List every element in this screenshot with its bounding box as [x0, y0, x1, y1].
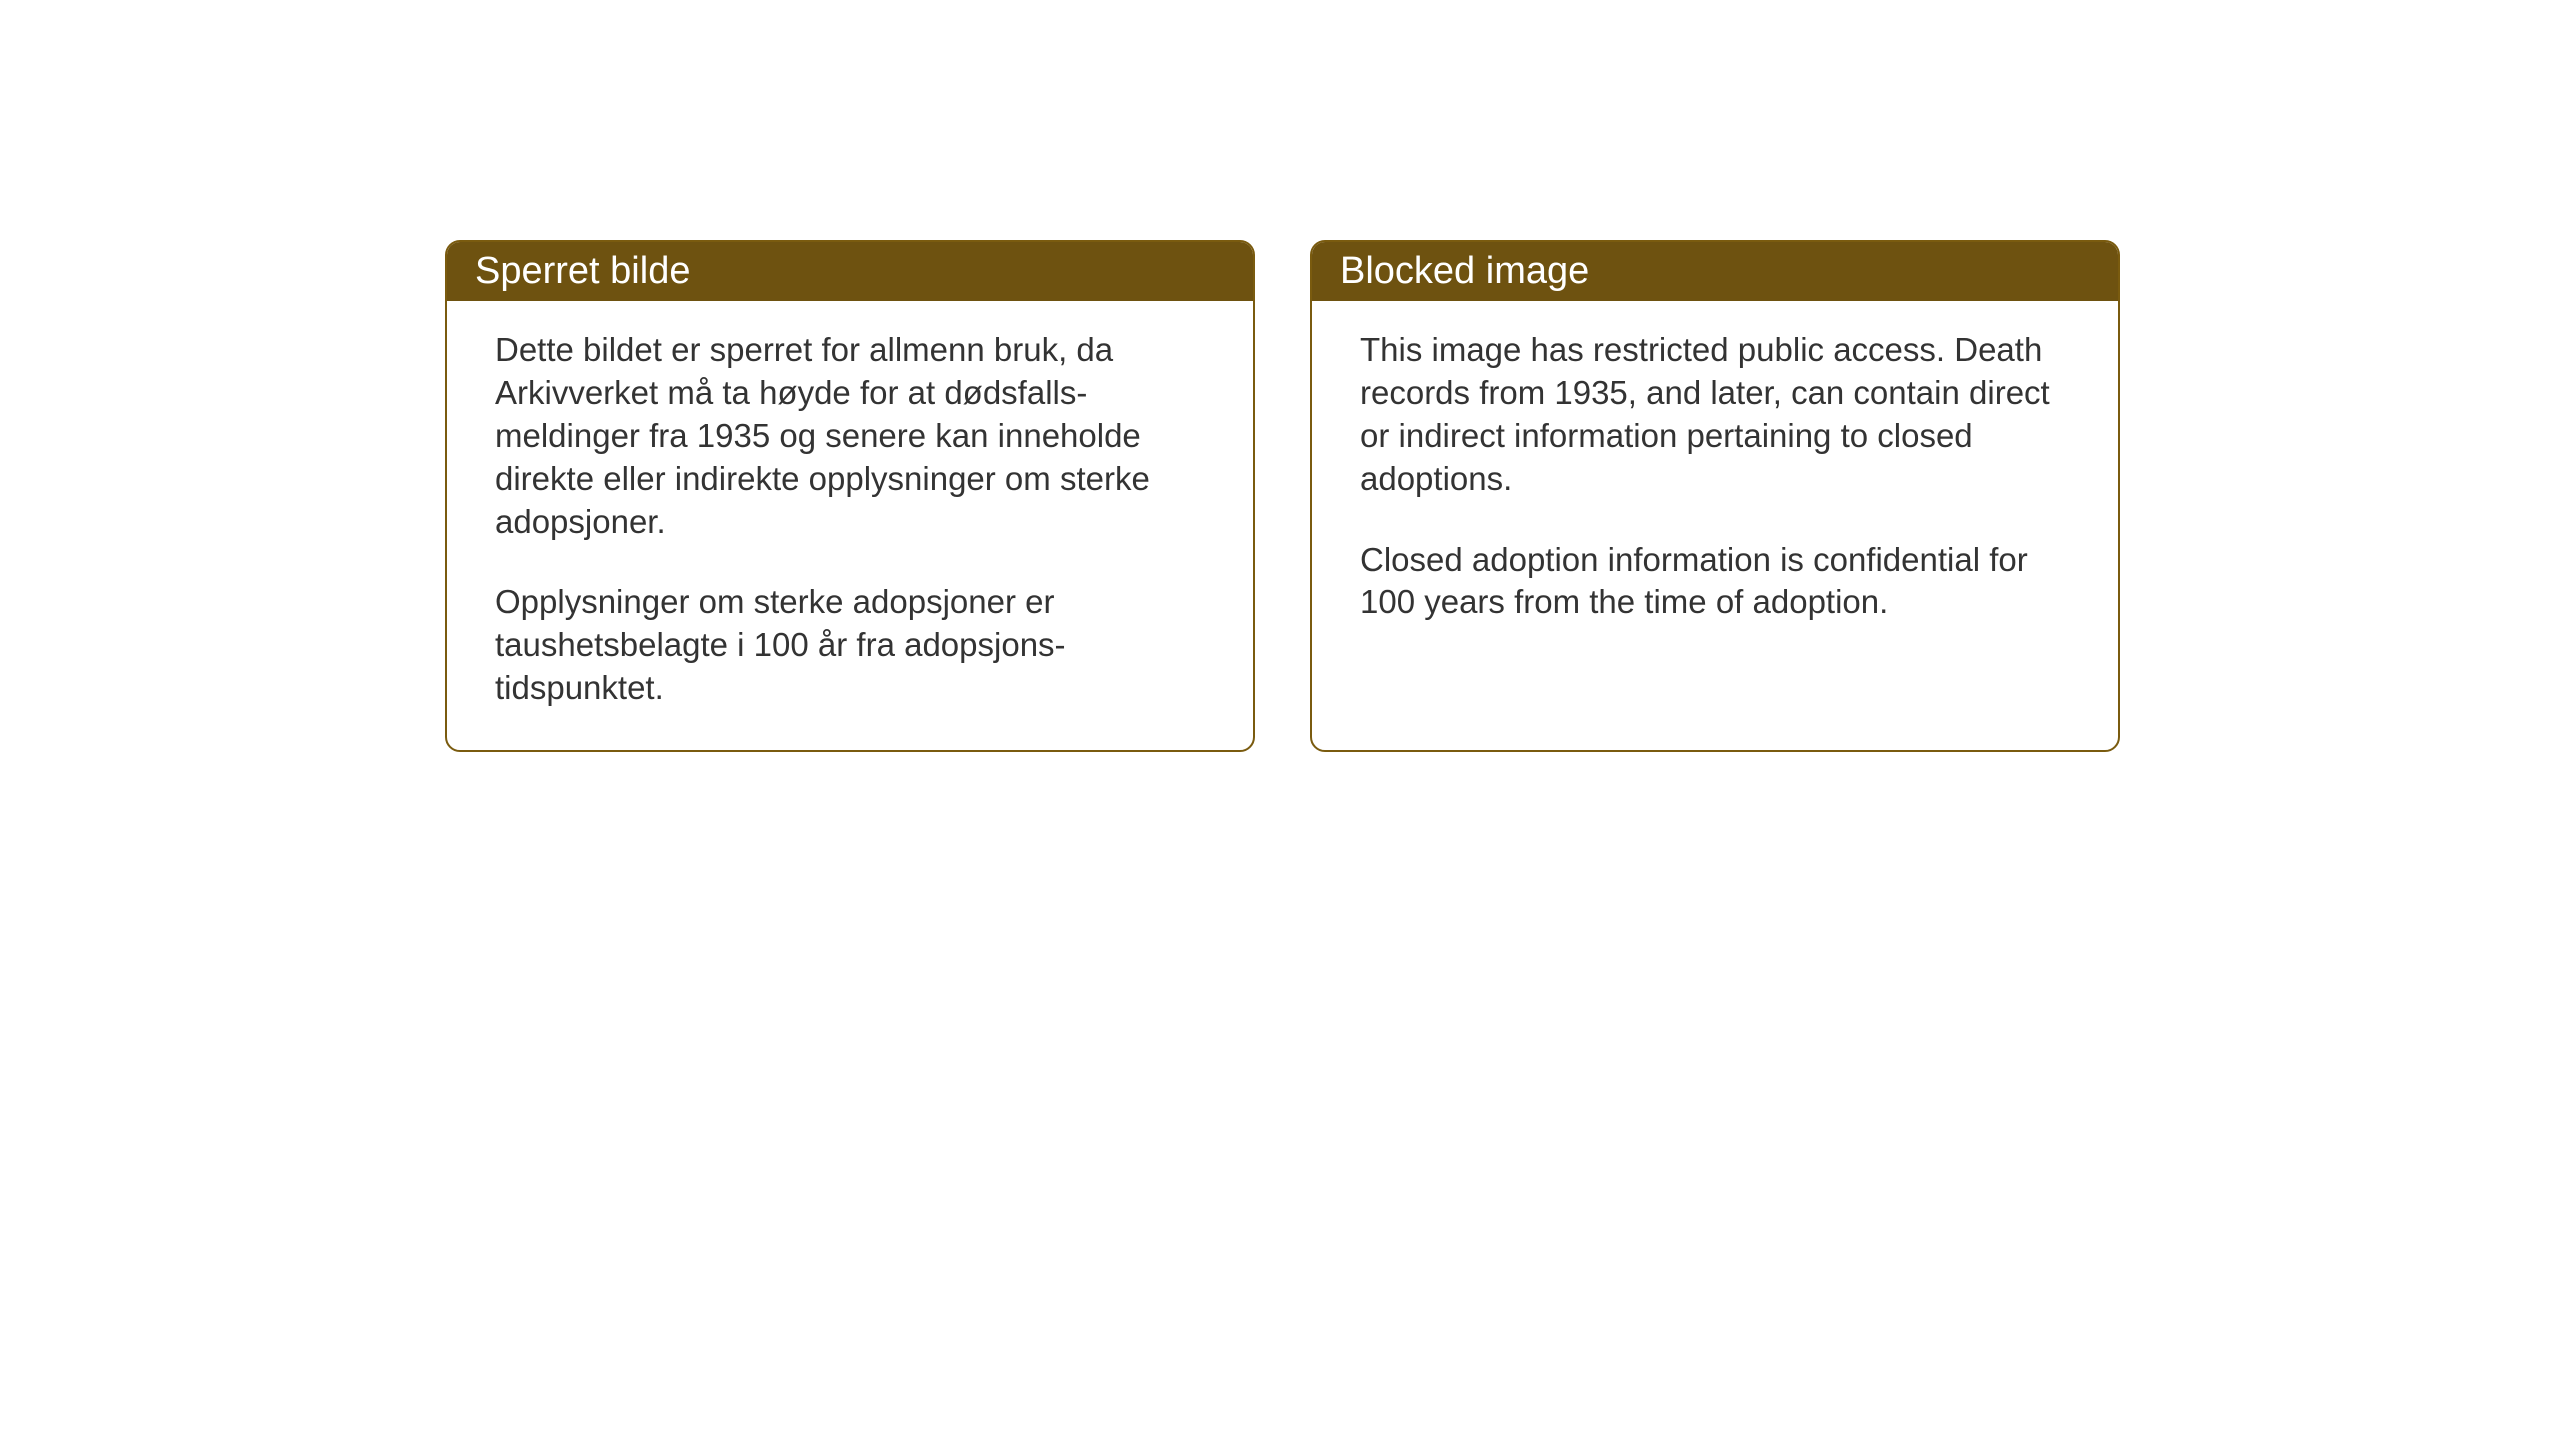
notice-body-english: This image has restricted public access.…: [1312, 301, 2118, 664]
notice-card-english: Blocked image This image has restricted …: [1310, 240, 2120, 752]
notice-card-norwegian: Sperret bilde Dette bildet er sperret fo…: [445, 240, 1255, 752]
notice-paragraph-2-norwegian: Opplysninger om sterke adopsjoner er tau…: [495, 581, 1205, 710]
notice-header-norwegian: Sperret bilde: [447, 242, 1253, 301]
notice-title-english: Blocked image: [1340, 250, 1589, 292]
notice-body-norwegian: Dette bildet er sperret for allmenn bruk…: [447, 301, 1253, 750]
notice-header-english: Blocked image: [1312, 242, 2118, 301]
notice-paragraph-1-english: This image has restricted public access.…: [1360, 329, 2070, 501]
notice-title-norwegian: Sperret bilde: [475, 250, 690, 292]
notice-paragraph-2-english: Closed adoption information is confident…: [1360, 539, 2070, 625]
notice-paragraph-1-norwegian: Dette bildet er sperret for allmenn bruk…: [495, 329, 1205, 543]
notice-container: Sperret bilde Dette bildet er sperret fo…: [445, 240, 2120, 752]
